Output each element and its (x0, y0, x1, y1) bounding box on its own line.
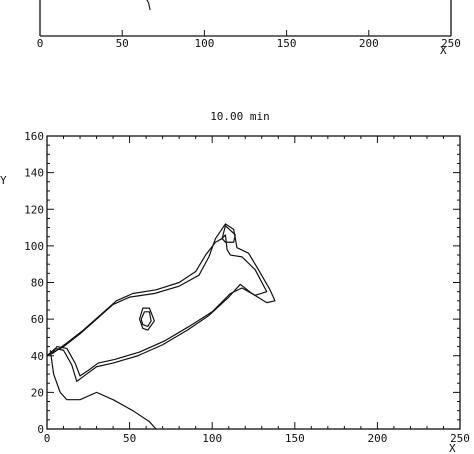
contour-line-inner (51, 234, 268, 377)
top-panel: 0 50 100 150 200 250 X (37, 0, 461, 57)
top-x-ticks: 0 50 100 150 200 250 (37, 30, 461, 50)
x-tick-label: 250 (450, 432, 470, 445)
top-x-axis-label: X (440, 44, 447, 57)
y-tick-label: 20 (31, 386, 44, 399)
top-x-tick-label: 150 (277, 37, 297, 50)
contour-line-base (49, 350, 157, 430)
top-x-tick-label: 50 (116, 37, 129, 50)
main-panel: 10.00 min 0 50 100 150 200 250 0 20 40 60 80 100 12… (0, 110, 470, 454)
contour-line-small-loop-inner (140, 311, 152, 328)
main-contours (46, 223, 276, 430)
y-tick-label: 140 (24, 167, 44, 180)
y-tick-label: 100 (24, 240, 44, 253)
x-tick-label: 100 (202, 432, 222, 445)
main-y-ticks: 0 20 40 60 80 100 120 140 160 (24, 130, 460, 436)
plot-frame (46, 135, 461, 430)
y-tick-label: 0 (37, 423, 44, 436)
x-axis-label: X (449, 442, 456, 454)
y-tick-label: 80 (31, 277, 44, 290)
x-tick-label: 200 (367, 432, 387, 445)
y-tick-label: 160 (24, 130, 44, 143)
y-tick-label: 40 (31, 350, 44, 363)
main-x-ticks: 0 50 100 150 200 250 (44, 136, 470, 445)
top-x-tick-label: 200 (359, 37, 379, 50)
y-tick-label: 60 (31, 313, 44, 326)
contour-line-small-loop (138, 307, 155, 331)
y-axis-label: Y (0, 174, 7, 187)
x-tick-label: 150 (285, 432, 305, 445)
top-contours (146, 0, 151, 11)
x-tick-label: 50 (123, 432, 136, 445)
contour-line-peak (221, 225, 236, 243)
top-contour-line (146, 0, 151, 11)
chart-title: 10.00 min (210, 110, 270, 123)
top-x-tick-label: 250 (441, 37, 461, 50)
top-x-tick-label: 0 (37, 37, 44, 50)
top-x-tick-label: 100 (194, 37, 214, 50)
x-tick-label: 0 (44, 432, 51, 445)
contour-line-outer (46, 223, 276, 382)
y-tick-label: 120 (24, 203, 44, 216)
